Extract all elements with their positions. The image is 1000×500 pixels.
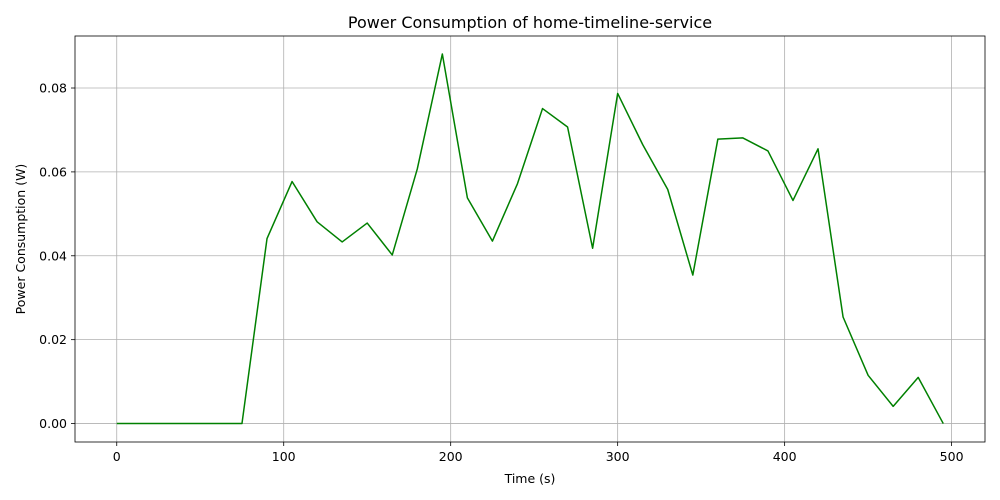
x-tick-label: 300	[606, 449, 630, 464]
y-tick-label: 0.02	[39, 332, 67, 347]
series-layer	[116, 53, 944, 425]
y-axis-label: Power Consumption (W)	[13, 164, 28, 315]
x-tick-label: 400	[773, 449, 797, 464]
x-tick-label: 0	[113, 449, 121, 464]
y-axis-ticks: 0.00 0.02 0.04 0.06 0.08	[39, 81, 75, 431]
y-tick-label: 0.06	[39, 164, 67, 179]
series-line-0	[116, 53, 944, 425]
plot-frame	[74, 35, 986, 443]
y-tick-label: 0.00	[39, 416, 67, 431]
x-tick-label: 200	[439, 449, 463, 464]
x-axis-ticks: 0 100 200 300 400 500	[113, 442, 964, 464]
y-tick-label: 0.08	[39, 81, 67, 96]
chart-title: Power Consumption of home-timeline-servi…	[348, 13, 712, 32]
y-tick-label: 0.04	[39, 248, 67, 263]
grid	[75, 36, 985, 442]
x-tick-label: 100	[272, 449, 296, 464]
x-tick-label: 500	[940, 449, 964, 464]
x-axis-label: Time (s)	[504, 471, 556, 486]
